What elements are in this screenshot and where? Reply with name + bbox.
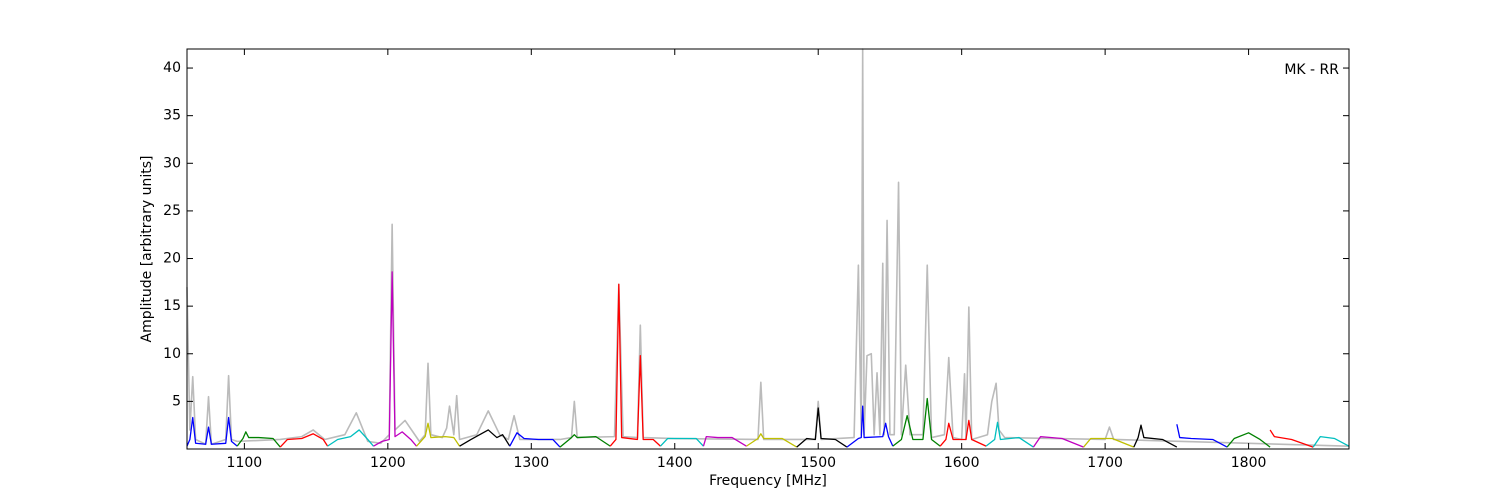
spectrum-line [279, 433, 329, 448]
spectrum-line [1032, 435, 1084, 448]
y-tick-label: 30 [163, 155, 181, 171]
y-tick-label: 20 [163, 251, 181, 267]
spectrum-line [846, 405, 894, 448]
x-axis-label: Frequency [MHz] [709, 473, 827, 489]
spectrum-line [796, 407, 848, 448]
y-axis-label: Amplitude [arbitrary units] [139, 156, 155, 343]
spectrum-line [1312, 435, 1350, 448]
x-tick-label: 1400 [657, 455, 693, 471]
annotation: MK - RR [1284, 62, 1339, 78]
x-tick-label: 1600 [944, 455, 980, 471]
spectrum-line [659, 437, 704, 447]
spectrum-line [459, 429, 511, 447]
y-tick-label: 40 [163, 60, 181, 76]
spectrum-line [985, 421, 1034, 448]
y-tick-label: 5 [172, 393, 181, 409]
spectrum-line [1176, 424, 1228, 448]
y-tick-label: 25 [163, 203, 181, 219]
spectrum-line [1226, 432, 1271, 448]
spectrum-line [702, 435, 747, 447]
x-tick-label: 1100 [227, 455, 263, 471]
spectrum-line [373, 271, 418, 447]
spectrum-line [746, 433, 798, 448]
plot-frame [186, 48, 1350, 450]
spectrum-line [1083, 437, 1135, 448]
spectrum-line [559, 434, 611, 448]
spectrum-line [236, 431, 281, 448]
spectrum-line [939, 419, 987, 447]
spectrum-line [509, 432, 561, 448]
spectrum-line [1269, 429, 1314, 448]
spectrum-line [1133, 424, 1178, 448]
spectrum-line [186, 416, 238, 447]
spectrum-line [186, 48, 1350, 447]
x-tick-label: 1500 [800, 455, 836, 471]
y-tick-label: 35 [163, 108, 181, 124]
x-tick-label: 1800 [1231, 455, 1267, 471]
spectrum-line [416, 422, 461, 447]
spectrum-line [892, 397, 941, 447]
spectrum-line [327, 429, 374, 447]
y-tick-label: 15 [163, 298, 181, 314]
spectrum-line [609, 283, 661, 447]
x-tick-label: 1300 [513, 455, 549, 471]
x-tick-label: 1200 [370, 455, 406, 471]
y-tick-label: 10 [163, 346, 181, 362]
x-tick-label: 1700 [1087, 455, 1123, 471]
